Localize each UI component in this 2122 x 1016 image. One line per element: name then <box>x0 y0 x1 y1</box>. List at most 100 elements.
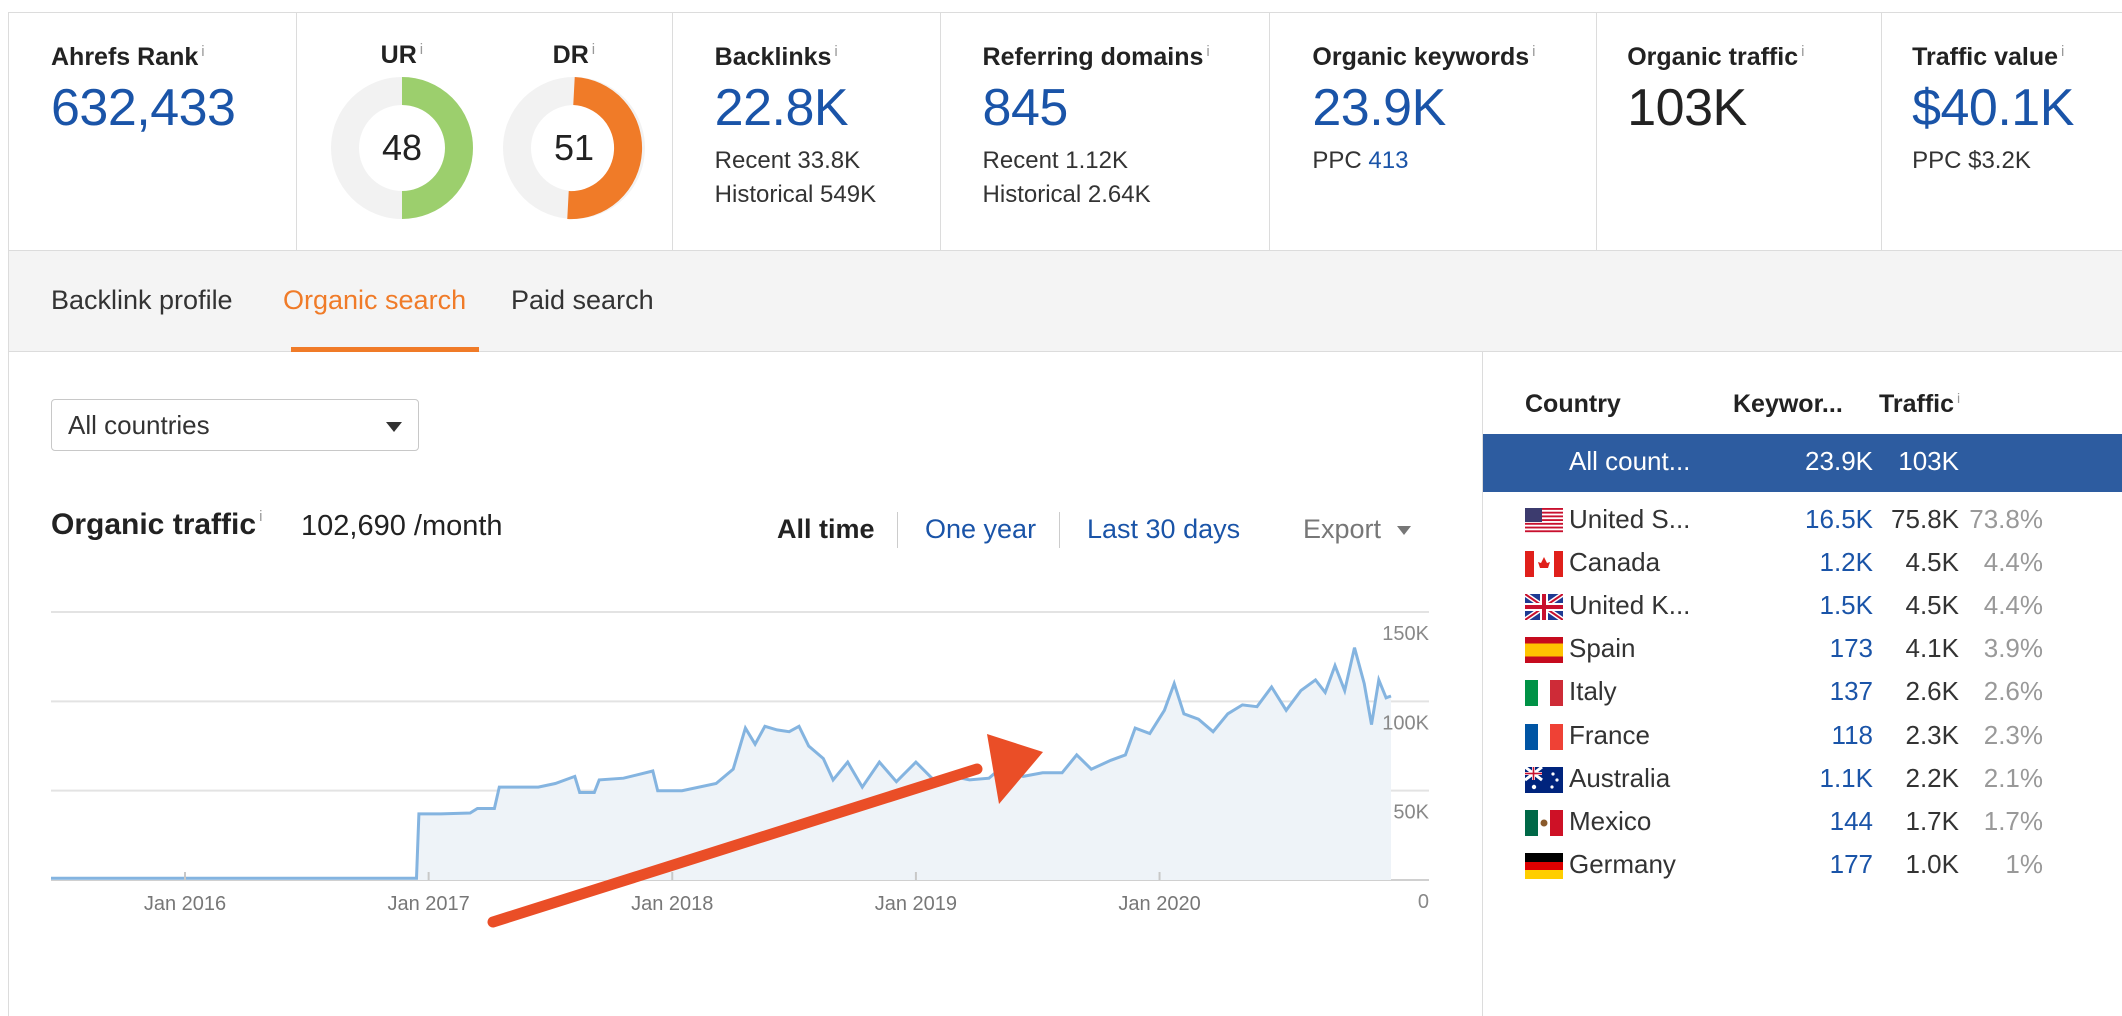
backlinks-value[interactable]: 22.8K <box>714 79 849 137</box>
ur-value: 48 <box>382 127 422 168</box>
es-flag-icon <box>1525 637 1563 664</box>
organic-traffic-value: 103K <box>1627 79 1747 137</box>
info-icon[interactable]: i <box>201 43 205 60</box>
table-row[interactable]: United S... 16.5K 75.8K 73.8% <box>1483 500 2122 543</box>
col-traffic[interactable]: Traffic i <box>1879 390 1960 419</box>
organic-traffic-title: Organic traffic i <box>51 508 262 542</box>
country-keywords[interactable]: 1.5K <box>1819 590 1874 621</box>
country-traffic-share: 2.3% <box>1983 719 2043 750</box>
info-icon[interactable]: i <box>1206 43 1210 60</box>
country-name[interactable]: Italy <box>1569 676 1617 707</box>
info-icon[interactable]: i <box>834 43 838 60</box>
table-row[interactable]: United K... 1.5K 4.5K 4.4% <box>1483 586 2122 629</box>
info-icon[interactable]: i <box>1801 43 1805 60</box>
backlinks-label: Backlinks <box>714 43 832 71</box>
table-row[interactable]: Spain 173 4.1K 3.9% <box>1483 629 2122 672</box>
traffic-value-label: Traffic value <box>1912 43 2058 71</box>
y-tick-label: 0 <box>1418 891 1429 913</box>
country-name[interactable]: Germany <box>1569 848 1676 879</box>
export-label: Export <box>1303 514 1382 544</box>
range-last-30-days[interactable]: Last 30 days <box>1087 514 1241 544</box>
table-row[interactable]: Mexico 144 1.7K 1.7% <box>1483 802 2122 845</box>
us-flag-icon <box>1525 508 1563 534</box>
metric-gauges: UR i 48 DR i 51 <box>297 13 673 250</box>
table-row[interactable]: Germany 177 1.0K 1% <box>1483 845 2122 888</box>
country-traffic: 4.5K <box>1905 590 1960 621</box>
country-keywords[interactable]: 177 <box>1829 848 1873 879</box>
table-row[interactable]: Canada 1.2K 4.5K 4.4% <box>1483 543 2122 586</box>
referring-domains-value[interactable]: 845 <box>982 79 1069 137</box>
country-name[interactable]: United S... <box>1569 504 1691 534</box>
country-name[interactable]: Australia <box>1569 762 1671 793</box>
ur-gauge[interactable]: UR i 48 <box>327 41 477 220</box>
backlinks-recent[interactable]: Recent 33.8K <box>714 147 861 174</box>
tab-paid-search[interactable]: Paid search <box>511 285 654 315</box>
country-keywords[interactable]: 173 <box>1829 633 1873 664</box>
traffic-value-ppc: PPC $3.2K <box>1912 147 2031 174</box>
fr-flag-icon <box>1525 723 1563 750</box>
country-name[interactable]: France <box>1569 719 1650 750</box>
info-icon[interactable]: i <box>591 41 596 58</box>
country-keywords[interactable]: 118 <box>1831 719 1873 750</box>
backlinks-historical[interactable]: Historical 549K <box>714 181 877 208</box>
info-icon[interactable]: i <box>2061 43 2065 60</box>
trend-arrow-shaft <box>487 763 983 928</box>
country-traffic-share: 4.4% <box>1983 547 2043 578</box>
info-icon[interactable]: i <box>1532 43 1536 60</box>
country-traffic-share: 2.1% <box>1983 762 2043 793</box>
country-traffic: 103K <box>1898 446 1959 476</box>
range-one-year[interactable]: One year <box>925 514 1037 544</box>
country-name[interactable]: All count... <box>1569 446 1691 476</box>
country-keywords[interactable]: 1.2K <box>1819 547 1874 578</box>
country-traffic: 2.3K <box>1905 719 1960 750</box>
table-row[interactable]: Italy 137 2.6K 2.6% <box>1483 672 2122 715</box>
table-row-selected[interactable]: All count... 23.9K 103K <box>1483 434 2122 492</box>
country-keywords[interactable]: 16.5K <box>1805 504 1873 534</box>
country-keywords[interactable]: 137 <box>1829 676 1873 707</box>
table-row[interactable]: Australia 1.1K 2.2K 2.1% <box>1483 759 2122 802</box>
country-name[interactable]: Canada <box>1569 547 1661 578</box>
country-traffic: 4.5K <box>1905 547 1960 578</box>
chevron-down-icon <box>1397 526 1412 536</box>
country-name[interactable]: Mexico <box>1569 805 1652 836</box>
ppc-keywords-value[interactable]: 413 <box>1368 147 1409 174</box>
country-keywords[interactable]: 23.9K <box>1805 446 1873 476</box>
ahrefs-rank-label: Ahrefs Rank <box>51 43 199 71</box>
country-traffic-share: 73.8% <box>1969 504 2043 534</box>
dr-ring: 51 <box>502 77 645 220</box>
info-icon[interactable]: i <box>1957 390 1961 406</box>
ppc-label: PPC <box>1312 147 1362 174</box>
col-keywords[interactable]: Keywor... <box>1733 390 1843 418</box>
export-button[interactable]: Export <box>1303 514 1412 545</box>
info-icon[interactable]: i <box>259 508 263 525</box>
referring-domains-historical[interactable]: Historical 2.64K <box>982 181 1151 208</box>
referring-domains-recent[interactable]: Recent 1.12K <box>982 147 1128 174</box>
dr-gauge[interactable]: DR i 51 <box>499 41 649 220</box>
col-country[interactable]: Country <box>1525 390 1621 418</box>
range-all-time[interactable]: All time <box>777 514 875 544</box>
x-tick-label: Jan 2018 <box>631 893 713 915</box>
country-name[interactable]: Spain <box>1569 633 1636 664</box>
ur-ring: 48 <box>330 77 473 219</box>
country-traffic: 75.8K <box>1891 504 1959 534</box>
traffic-value-value[interactable]: $40.1K <box>1912 79 2074 137</box>
organic-traffic-pane: All countries Organic traffic i 102,690 /… <box>8 352 1482 1016</box>
tab-backlink-profile[interactable]: Backlink profile <box>51 285 233 315</box>
organic-keywords-value[interactable]: 23.9K <box>1312 79 1446 137</box>
range-separator <box>897 512 898 548</box>
ahrefs-rank-value[interactable]: 632,433 <box>51 79 236 137</box>
info-icon[interactable]: i <box>419 41 424 58</box>
country-traffic: 2.2K <box>1905 762 1960 793</box>
country-traffic-share: 1.7% <box>1983 805 2043 836</box>
mx-flag-icon <box>1525 809 1563 836</box>
country-keywords[interactable]: 144 <box>1829 805 1873 836</box>
table-row[interactable]: France 118 2.3K 2.3% <box>1483 716 2122 759</box>
tab-organic-search[interactable]: Organic search <box>283 285 467 315</box>
country-select[interactable]: All countries <box>51 399 419 451</box>
country-traffic-share: 3.9% <box>1983 633 2043 664</box>
metric-organic-keywords: Organic keywords i 23.9K PPC 413 <box>1270 13 1598 250</box>
trend-arrow-head <box>987 734 1043 804</box>
country-name[interactable]: United K... <box>1569 590 1691 621</box>
country-keywords[interactable]: 1.1K <box>1819 762 1874 793</box>
au-flag-icon <box>1524 765 1563 793</box>
